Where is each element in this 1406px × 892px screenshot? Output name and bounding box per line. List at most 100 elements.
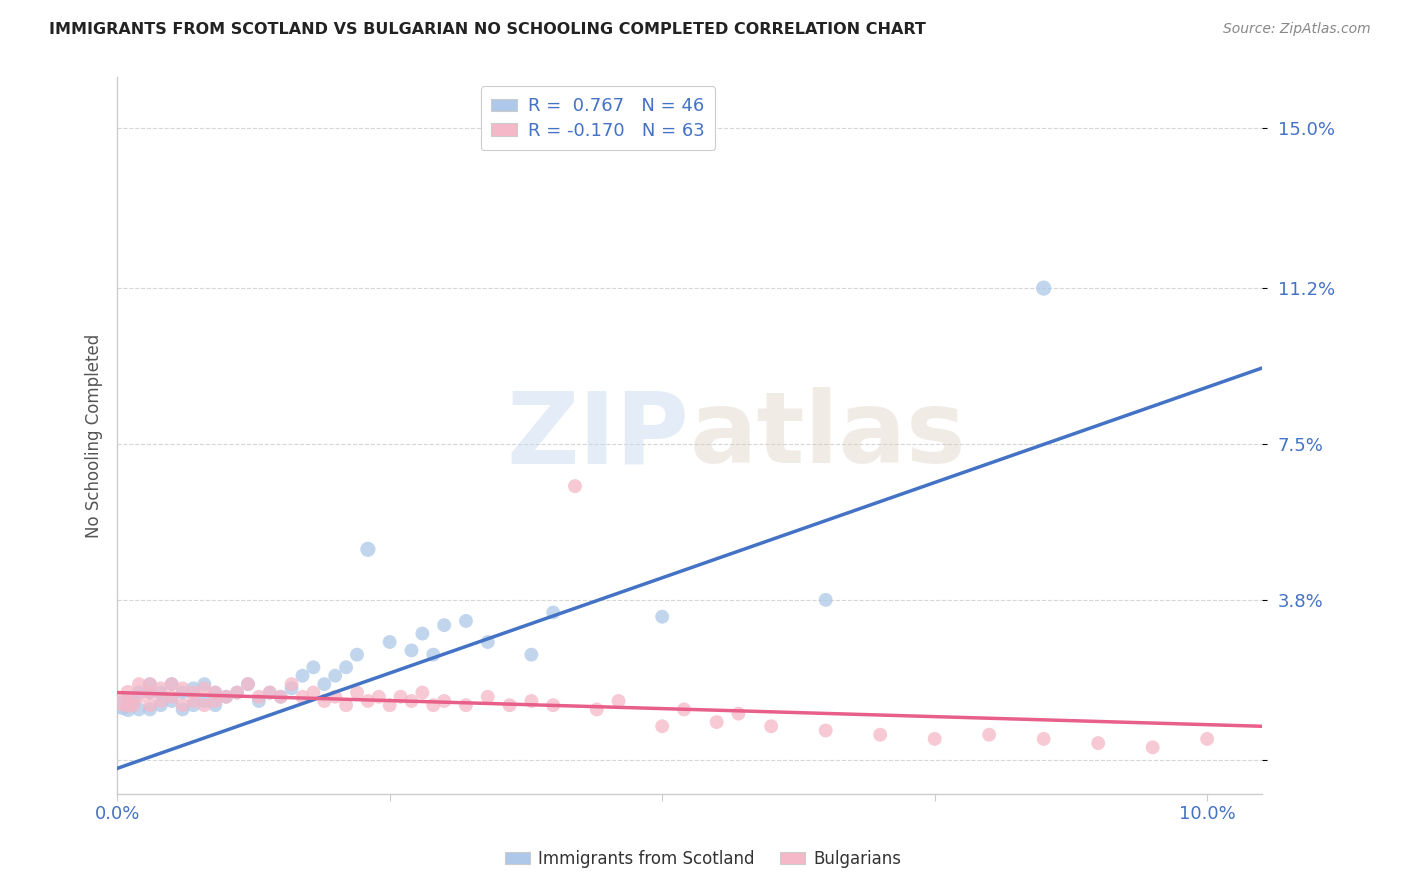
Point [139,685,162,699]
Point [193,681,215,696]
Point [204,685,226,699]
Point [183,698,205,713]
Point [378,698,401,713]
Point [139,677,162,691]
Legend: R =  0.767   N = 46, R = -0.170   N = 63: R = 0.767 N = 46, R = -0.170 N = 63 [481,87,716,151]
Point [204,694,226,708]
Point [226,685,249,699]
Point [149,681,172,696]
Point [422,648,444,662]
Point [117,698,139,713]
Point [280,681,302,696]
Point [139,677,162,691]
Point [346,648,368,662]
Point [160,694,183,708]
Point [759,719,782,733]
Point [291,669,314,683]
Point [979,728,1001,742]
Point [401,694,423,708]
Point [477,690,499,704]
Point [160,677,183,691]
Point [183,694,205,708]
Point [607,694,630,708]
Point [172,681,194,696]
Point [236,677,259,691]
Point [314,694,336,708]
Point [378,635,401,649]
Point [236,677,259,691]
Point [335,660,357,674]
Point [346,685,368,699]
Point [323,690,346,704]
Point [259,685,281,699]
Point [183,685,205,699]
Point [193,698,215,713]
Point [1032,281,1054,295]
Point [411,685,433,699]
Point [149,685,172,699]
Text: Source: ZipAtlas.com: Source: ZipAtlas.com [1223,22,1371,37]
Point [117,685,139,699]
Point [651,609,673,624]
Point [520,694,543,708]
Point [247,694,270,708]
Point [454,698,477,713]
Point [357,542,380,557]
Point [727,706,749,721]
Point [401,643,423,657]
Point [204,685,226,699]
Point [520,648,543,662]
Point [357,694,380,708]
Point [111,698,134,713]
Point [477,635,499,649]
Point [122,698,145,713]
Point [541,606,564,620]
Point [314,677,336,691]
Point [204,698,226,713]
Point [1032,731,1054,746]
Point [585,702,607,716]
Point [389,690,412,704]
Point [172,702,194,716]
Point [433,694,456,708]
Point [128,677,150,691]
Point [291,690,314,704]
Point [433,618,456,632]
Point [367,690,389,704]
Point [814,592,837,607]
Point [564,479,586,493]
Point [111,694,134,708]
Point [541,698,564,713]
Legend: Immigrants from Scotland, Bulgarians: Immigrants from Scotland, Bulgarians [498,844,908,875]
Point [302,660,325,674]
Point [924,731,946,746]
Point [814,723,837,738]
Point [247,690,270,704]
Point [270,690,292,704]
Point [335,698,357,713]
Point [193,694,215,708]
Point [117,702,139,716]
Text: IMMIGRANTS FROM SCOTLAND VS BULGARIAN NO SCHOOLING COMPLETED CORRELATION CHART: IMMIGRANTS FROM SCOTLAND VS BULGARIAN NO… [49,22,927,37]
Text: ZIP: ZIP [506,387,689,484]
Point [193,677,215,691]
Point [422,698,444,713]
Point [323,669,346,683]
Point [149,698,172,713]
Point [270,690,292,704]
Point [259,685,281,699]
Point [128,702,150,716]
Point [128,685,150,699]
Point [183,681,205,696]
Point [149,694,172,708]
Point [172,698,194,713]
Point [454,614,477,628]
Point [1142,740,1164,755]
Point [1087,736,1109,750]
Point [1197,731,1219,746]
Point [215,690,238,704]
Point [172,685,194,699]
Point [160,677,183,691]
Point [139,685,162,699]
Point [280,677,302,691]
